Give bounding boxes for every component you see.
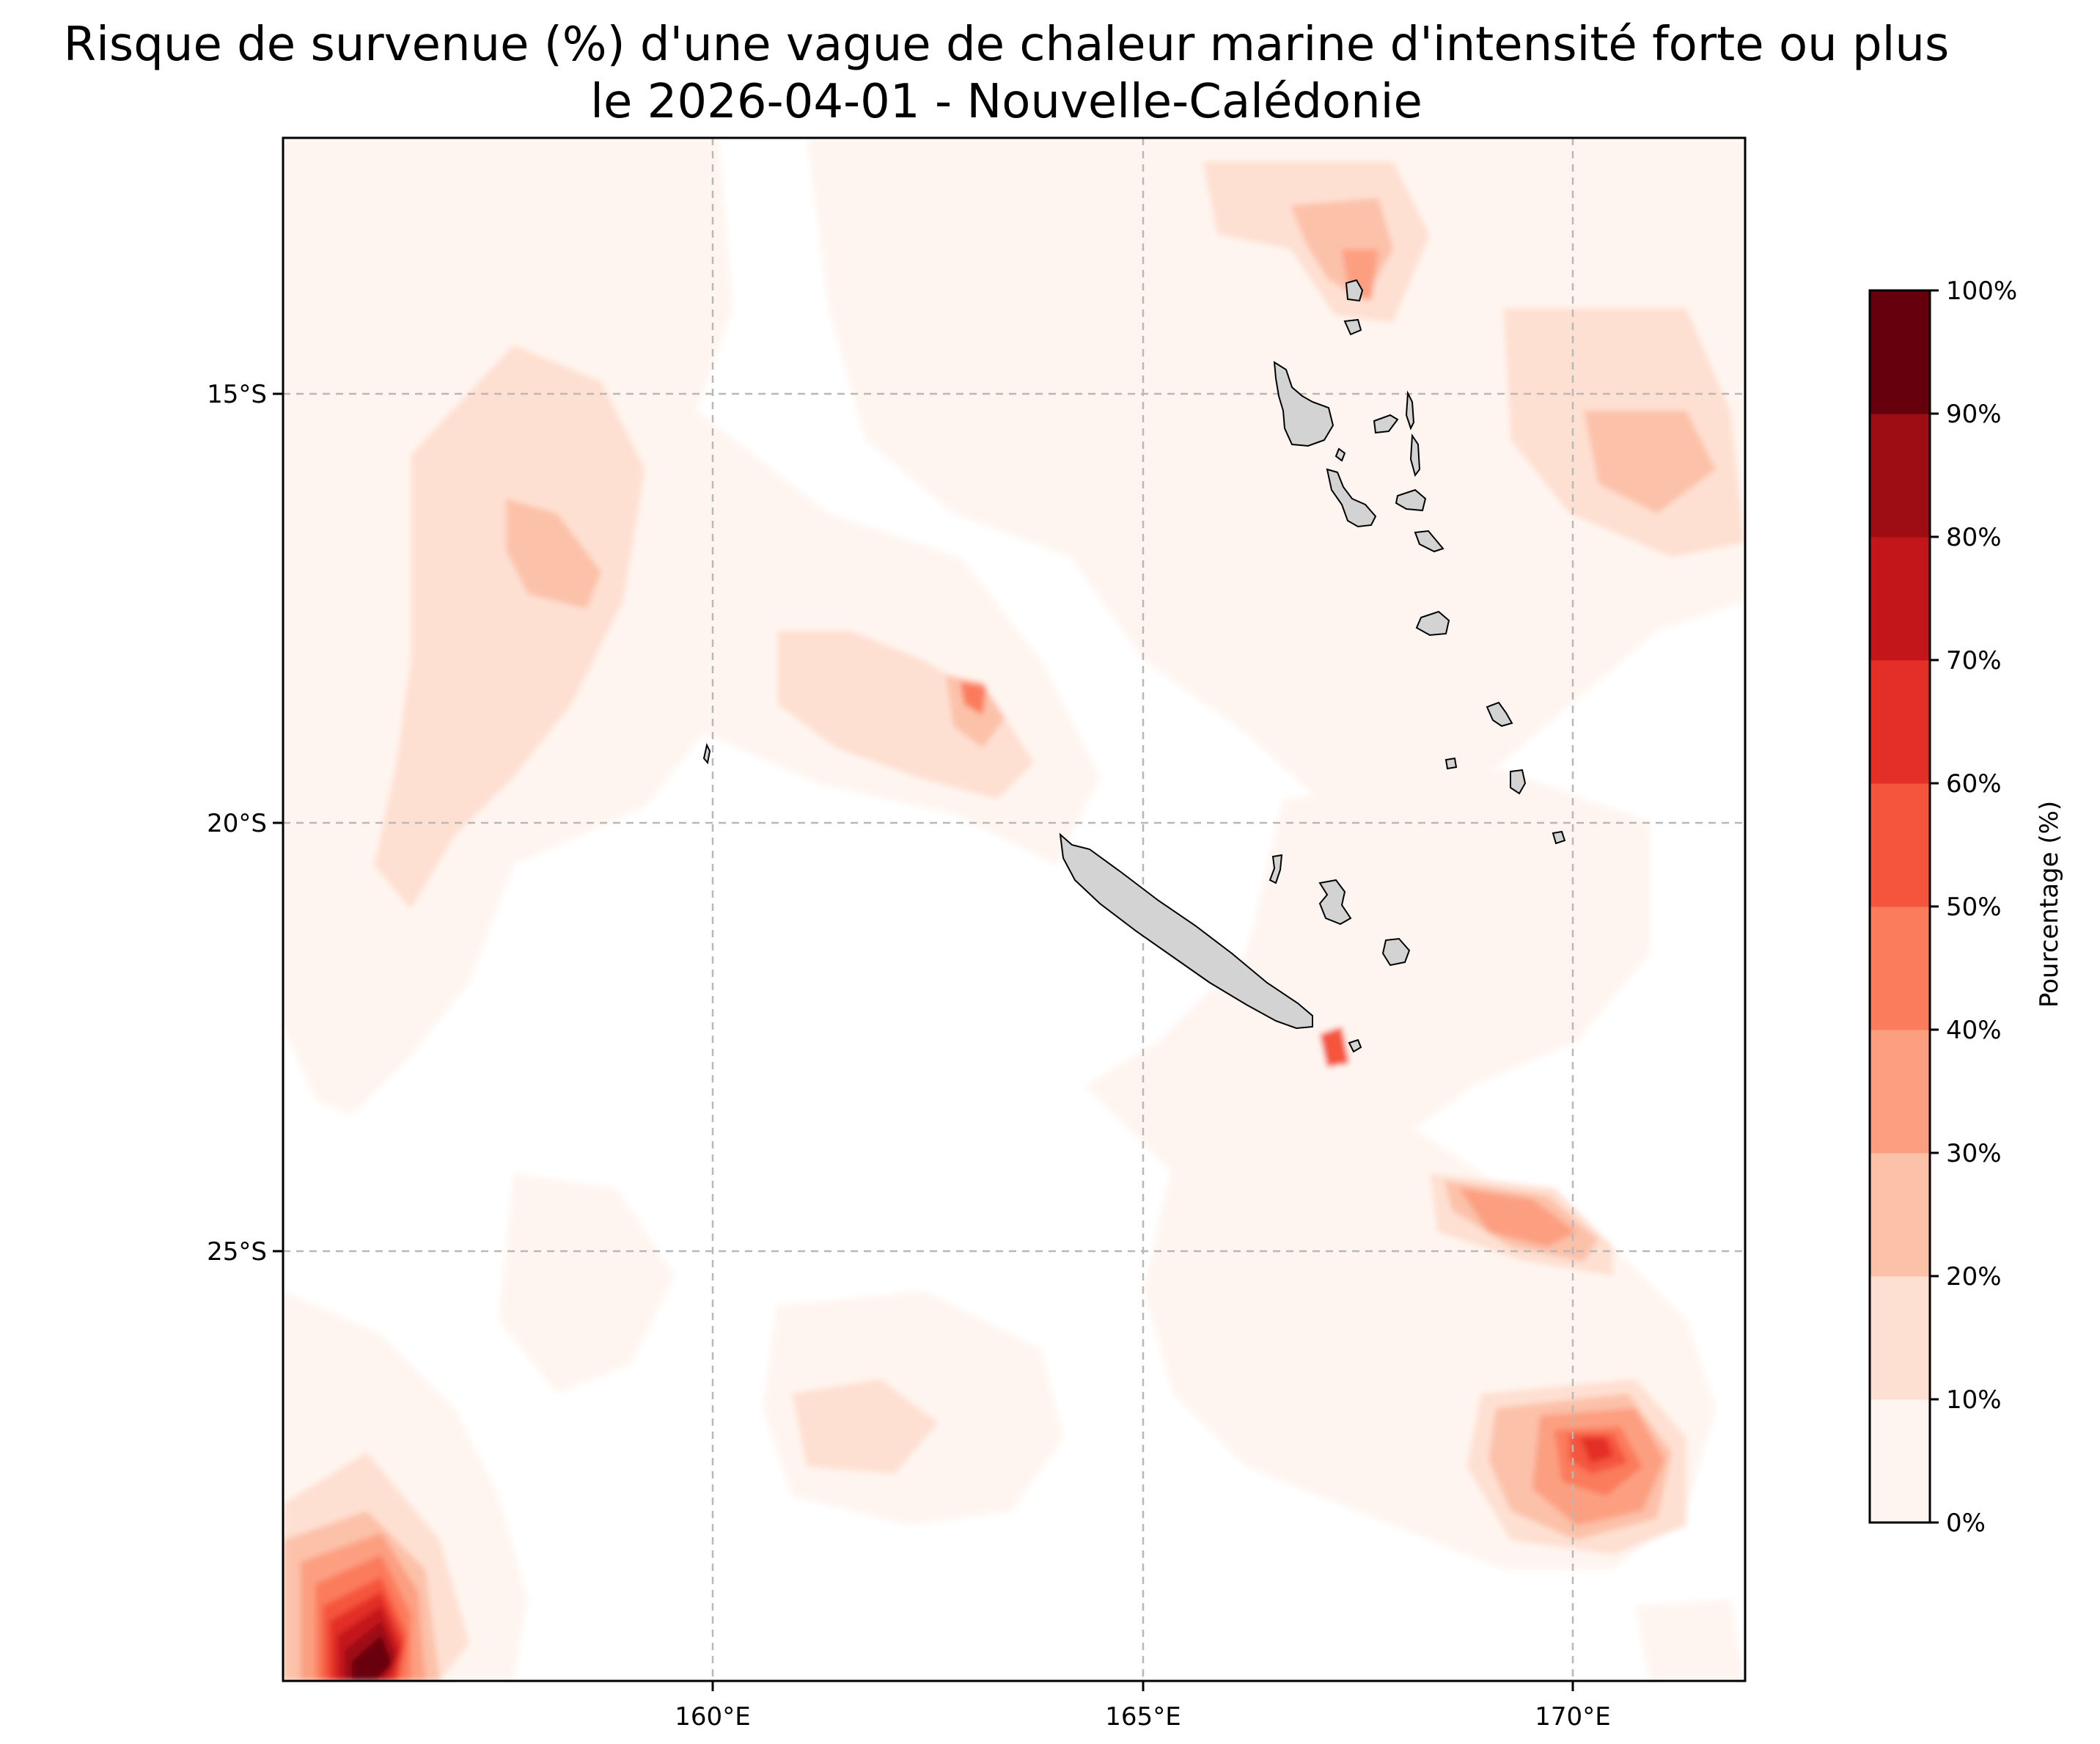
tick-label-lat-20: 20°S bbox=[207, 809, 267, 838]
colorbar-label: Pourcentage (%) bbox=[2035, 801, 2064, 1008]
colorbar-tick-label: 90% bbox=[1946, 400, 2002, 429]
contour-10-s-center bbox=[792, 1379, 939, 1474]
land-vanuatu-efate bbox=[1395, 488, 1427, 512]
tick-labels: 160°E 165°E 170°E 15°S 20°S 25°S bbox=[207, 380, 1611, 1732]
land-vanuatu-erromango bbox=[1414, 530, 1444, 553]
land-mare bbox=[1381, 937, 1411, 967]
contour-low-s-left bbox=[499, 1173, 675, 1393]
contour-20-center bbox=[946, 675, 1005, 748]
contour-50-loyalty bbox=[1320, 1027, 1349, 1067]
land-vanuatu-torres bbox=[1345, 279, 1364, 302]
land-lifou bbox=[1318, 879, 1352, 926]
land-vanuatu-maewo bbox=[1409, 433, 1421, 477]
tick-label-lon-160: 160°E bbox=[675, 1702, 750, 1732]
title-line-2: le 2026-04-01 - Nouvelle-Calédonie bbox=[590, 75, 1422, 129]
colorbar bbox=[1868, 289, 1931, 1524]
colorbar-tick-label: 60% bbox=[1946, 769, 2002, 799]
land-vanuatu-banks bbox=[1343, 318, 1362, 336]
colorbar-band bbox=[1870, 1153, 1930, 1277]
land-vanuatu-pentecost bbox=[1405, 390, 1415, 430]
colorbar-tick-label: 0% bbox=[1946, 1509, 1986, 1538]
land-matthew bbox=[1510, 769, 1527, 795]
contour-30-east-band bbox=[1459, 1188, 1576, 1247]
land bbox=[702, 279, 1566, 1053]
colorbar-band bbox=[1870, 414, 1930, 538]
tick-label-lon-170: 170°E bbox=[1535, 1702, 1610, 1732]
land-vanuatu-epi bbox=[1334, 447, 1346, 462]
risk-contours bbox=[283, 138, 1745, 1681]
contour-90-sw bbox=[352, 1635, 392, 1681]
colorbar-tick-label: 70% bbox=[1946, 646, 2002, 675]
colorbar-tick-label: 10% bbox=[1946, 1385, 2002, 1415]
colorbar-band bbox=[1870, 1276, 1930, 1400]
colorbar-band bbox=[1870, 660, 1930, 784]
title-line-1: Risque de survenue (%) d'une vague de ch… bbox=[63, 18, 1950, 72]
contour-60-se bbox=[1580, 1437, 1613, 1463]
land-chesterfield bbox=[702, 743, 711, 765]
land-grande-terre bbox=[1059, 832, 1313, 1030]
colorbar-tick-label: 30% bbox=[1946, 1139, 2002, 1168]
land-vanuatu-espiritu bbox=[1273, 361, 1334, 447]
contour-10-nw-band bbox=[374, 345, 645, 909]
axis-ticks bbox=[273, 392, 1574, 1691]
colorbar-band bbox=[1870, 290, 1930, 414]
map-title: Risque de survenue (%) d'une vague de ch… bbox=[0, 16, 2013, 131]
contour-low-ne bbox=[807, 138, 1745, 814]
colorbar-ticks: 0% 10% 20% 30% 40% 50% 60% 70% 80% 90% 100% bbox=[1930, 276, 2017, 1538]
colorbar-band bbox=[1870, 1399, 1930, 1523]
land-ile-des-pins bbox=[1348, 1038, 1362, 1053]
land-vanuatu-malekula bbox=[1326, 468, 1377, 528]
contour-40-center bbox=[961, 682, 986, 715]
land-hunter bbox=[1552, 830, 1566, 845]
land-vanuatu-ambae bbox=[1373, 414, 1399, 434]
land-vanuatu-aneityum bbox=[1486, 701, 1513, 728]
colorbar-tick-label: 20% bbox=[1946, 1262, 2002, 1291]
land-tiny-east bbox=[1444, 757, 1458, 770]
land-vanuatu-tanna bbox=[1415, 610, 1450, 637]
colorbar-band bbox=[1870, 1030, 1930, 1154]
map-border bbox=[282, 136, 1747, 1682]
contour-20-nw bbox=[506, 499, 601, 609]
land-ouvea bbox=[1269, 854, 1283, 884]
tick-label-lat-25: 25°S bbox=[207, 1237, 267, 1267]
tick-label-lat-15: 15°S bbox=[207, 380, 267, 409]
contour-20-east bbox=[1584, 411, 1716, 513]
tick-label-lon-165: 165°E bbox=[1105, 1702, 1181, 1732]
contour-10-center-w bbox=[777, 631, 1034, 799]
colorbar-band bbox=[1870, 783, 1930, 907]
colorbar-band bbox=[1870, 906, 1930, 1030]
colorbar-band bbox=[1870, 537, 1930, 661]
colorbar-tick-label: 40% bbox=[1946, 1016, 2002, 1045]
colorbar-tick-label: 100% bbox=[1946, 276, 2017, 306]
contour-low-se-corner bbox=[1635, 1599, 1745, 1681]
colorbar-tick-label: 50% bbox=[1946, 893, 2002, 922]
contour-low-e-mid bbox=[1085, 770, 1650, 1247]
colorbar-tick-label: 80% bbox=[1946, 523, 2002, 552]
